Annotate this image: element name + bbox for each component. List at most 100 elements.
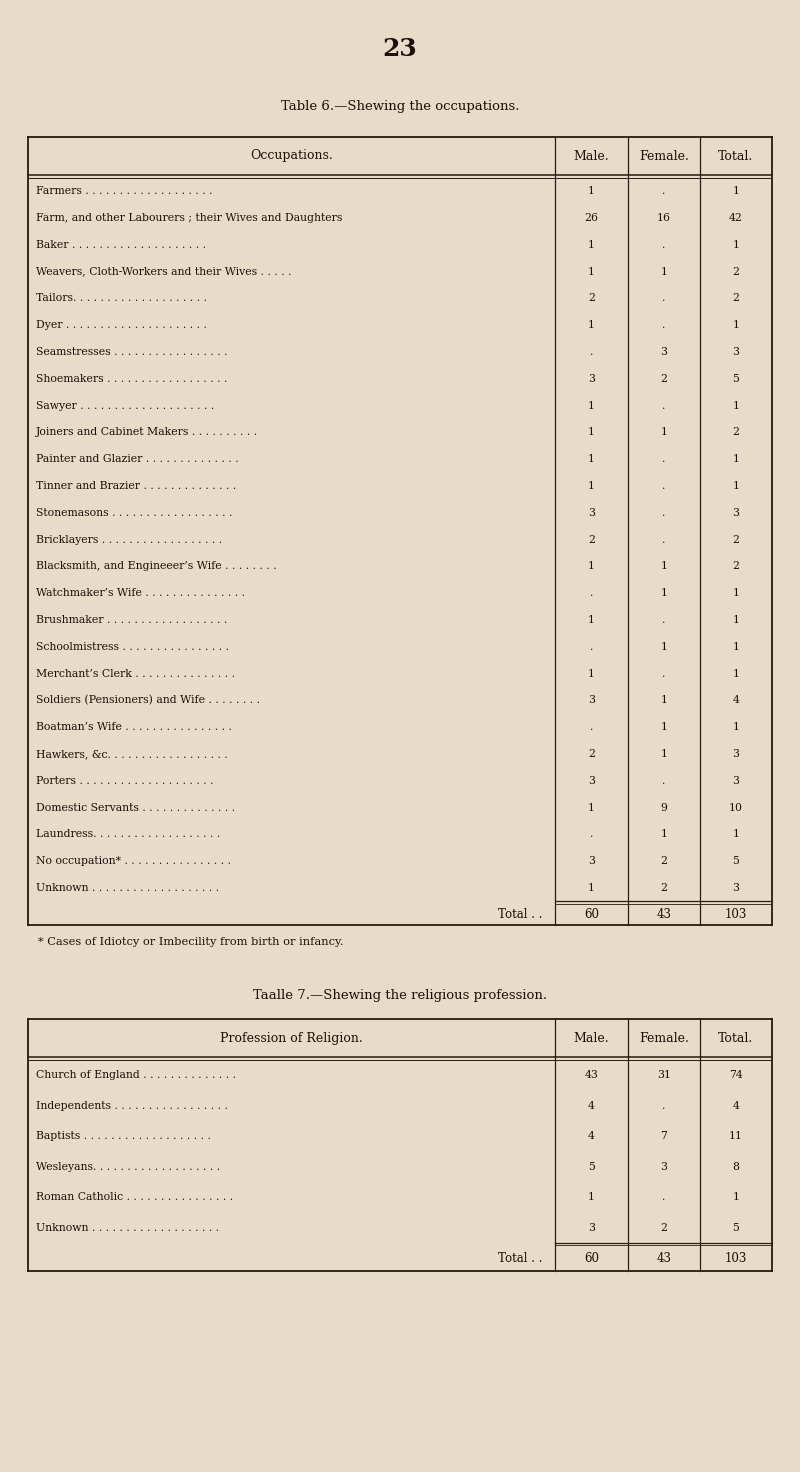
Text: Tailors. . . . . . . . . . . . . . . . . . . .: Tailors. . . . . . . . . . . . . . . . .… [36, 293, 207, 303]
Text: 3: 3 [588, 374, 595, 384]
Text: 1: 1 [733, 589, 739, 598]
Text: 2: 2 [588, 534, 595, 545]
Text: 1: 1 [733, 185, 739, 196]
Text: .: . [662, 668, 666, 679]
Text: 1: 1 [733, 723, 739, 732]
Text: 103: 103 [725, 1253, 747, 1264]
Text: 60: 60 [584, 1253, 599, 1264]
Text: Total.: Total. [718, 1032, 754, 1045]
Text: 2: 2 [588, 293, 595, 303]
Text: Farm, and other Labourers ; their Wives and Daughters: Farm, and other Labourers ; their Wives … [36, 213, 342, 222]
Text: Wesleyans. . . . . . . . . . . . . . . . . . .: Wesleyans. . . . . . . . . . . . . . . .… [36, 1161, 220, 1172]
Text: 23: 23 [382, 37, 418, 60]
Text: 2: 2 [733, 293, 739, 303]
Text: .: . [662, 185, 666, 196]
Text: Male.: Male. [574, 150, 610, 162]
Text: .: . [662, 240, 666, 250]
Text: Boatman’s Wife . . . . . . . . . . . . . . . .: Boatman’s Wife . . . . . . . . . . . . .… [36, 723, 232, 732]
Text: Joiners and Cabinet Makers . . . . . . . . . .: Joiners and Cabinet Makers . . . . . . .… [36, 427, 258, 437]
Text: 1: 1 [733, 400, 739, 411]
Text: Hawkers, &c. . . . . . . . . . . . . . . . . .: Hawkers, &c. . . . . . . . . . . . . . .… [36, 749, 228, 760]
Text: 3: 3 [661, 1161, 667, 1172]
Text: 1: 1 [588, 802, 595, 813]
Text: .: . [662, 1192, 666, 1203]
Text: .: . [662, 481, 666, 492]
Text: 31: 31 [657, 1070, 671, 1080]
Text: 1: 1 [733, 321, 739, 330]
Text: 10: 10 [729, 802, 743, 813]
Text: 1: 1 [588, 668, 595, 679]
Text: Brushmaker . . . . . . . . . . . . . . . . . .: Brushmaker . . . . . . . . . . . . . . .… [36, 615, 227, 626]
Text: Occupations.: Occupations. [250, 150, 333, 162]
Text: Soldiers (Pensioners) and Wife . . . . . . . .: Soldiers (Pensioners) and Wife . . . . .… [36, 695, 260, 705]
Text: Merchant’s Clerk . . . . . . . . . . . . . . .: Merchant’s Clerk . . . . . . . . . . . .… [36, 668, 235, 679]
Text: Unknown . . . . . . . . . . . . . . . . . . .: Unknown . . . . . . . . . . . . . . . . … [36, 883, 219, 894]
Text: Church of England . . . . . . . . . . . . . .: Church of England . . . . . . . . . . . … [36, 1070, 236, 1080]
Text: 3: 3 [588, 508, 595, 518]
Text: 3: 3 [588, 695, 595, 705]
Text: Painter and Glazier . . . . . . . . . . . . . .: Painter and Glazier . . . . . . . . . . … [36, 455, 238, 464]
Text: Profession of Religion.: Profession of Religion. [220, 1032, 363, 1045]
Text: 1: 1 [661, 427, 667, 437]
Text: Male.: Male. [574, 1032, 610, 1045]
Text: Shoemakers . . . . . . . . . . . . . . . . . .: Shoemakers . . . . . . . . . . . . . . .… [36, 374, 227, 384]
Text: Total.: Total. [718, 150, 754, 162]
Text: 1: 1 [588, 427, 595, 437]
Text: .: . [662, 1101, 666, 1111]
Text: 3: 3 [733, 776, 739, 786]
Text: .: . [590, 347, 593, 358]
Text: 1: 1 [588, 321, 595, 330]
Text: 60: 60 [584, 908, 599, 921]
Text: 2: 2 [733, 561, 739, 571]
Text: 1: 1 [733, 615, 739, 626]
Text: * Cases of Idiotcy or Imbecility from birth or infancy.: * Cases of Idiotcy or Imbecility from bi… [38, 938, 344, 948]
Text: 1: 1 [733, 481, 739, 492]
Text: 2: 2 [588, 749, 595, 760]
Text: 1: 1 [661, 266, 667, 277]
Text: 5: 5 [733, 1223, 739, 1234]
Text: No occupation* . . . . . . . . . . . . . . . .: No occupation* . . . . . . . . . . . . .… [36, 857, 231, 866]
Text: Porters . . . . . . . . . . . . . . . . . . . .: Porters . . . . . . . . . . . . . . . . … [36, 776, 214, 786]
Text: 3: 3 [588, 857, 595, 866]
Text: .: . [662, 455, 666, 464]
Text: Stonemasons . . . . . . . . . . . . . . . . . .: Stonemasons . . . . . . . . . . . . . . … [36, 508, 232, 518]
Text: 9: 9 [661, 802, 667, 813]
Text: Domestic Servants . . . . . . . . . . . . . .: Domestic Servants . . . . . . . . . . . … [36, 802, 235, 813]
Text: 1: 1 [661, 723, 667, 732]
Text: 5: 5 [588, 1161, 595, 1172]
Text: 3: 3 [733, 347, 739, 358]
Text: Taalle 7.—Shewing the religious profession.: Taalle 7.—Shewing the religious professi… [253, 989, 547, 1002]
Text: 8: 8 [733, 1161, 739, 1172]
Text: 1: 1 [733, 1192, 739, 1203]
Text: 5: 5 [733, 857, 739, 866]
Text: 4: 4 [588, 1132, 595, 1141]
Text: Farmers . . . . . . . . . . . . . . . . . . .: Farmers . . . . . . . . . . . . . . . . … [36, 185, 213, 196]
Text: Female.: Female. [639, 150, 689, 162]
Text: 43: 43 [585, 1070, 598, 1080]
Text: 4: 4 [733, 695, 739, 705]
Text: 5: 5 [733, 374, 739, 384]
Text: 3: 3 [733, 508, 739, 518]
Text: Schoolmistress . . . . . . . . . . . . . . . .: Schoolmistress . . . . . . . . . . . . .… [36, 642, 229, 652]
Text: 103: 103 [725, 908, 747, 921]
Text: 1: 1 [588, 455, 595, 464]
Text: 1: 1 [661, 749, 667, 760]
Text: Blacksmith, and Engineeer’s Wife . . . . . . . .: Blacksmith, and Engineeer’s Wife . . . .… [36, 561, 277, 571]
Text: 2: 2 [733, 534, 739, 545]
Text: .: . [590, 589, 593, 598]
Text: 1: 1 [661, 589, 667, 598]
Text: 1: 1 [588, 883, 595, 894]
Text: 3: 3 [588, 776, 595, 786]
Text: 1: 1 [588, 481, 595, 492]
Text: 1: 1 [588, 266, 595, 277]
Text: 74: 74 [729, 1070, 743, 1080]
Text: Dyer . . . . . . . . . . . . . . . . . . . . .: Dyer . . . . . . . . . . . . . . . . . .… [36, 321, 207, 330]
Text: Bricklayers . . . . . . . . . . . . . . . . . .: Bricklayers . . . . . . . . . . . . . . … [36, 534, 222, 545]
Text: Baker . . . . . . . . . . . . . . . . . . . .: Baker . . . . . . . . . . . . . . . . . … [36, 240, 206, 250]
Text: .: . [662, 615, 666, 626]
Text: Roman Catholic . . . . . . . . . . . . . . . .: Roman Catholic . . . . . . . . . . . . .… [36, 1192, 233, 1203]
Text: 2: 2 [661, 857, 667, 866]
Text: 1: 1 [661, 642, 667, 652]
Text: .: . [590, 723, 593, 732]
Text: 3: 3 [588, 1223, 595, 1234]
